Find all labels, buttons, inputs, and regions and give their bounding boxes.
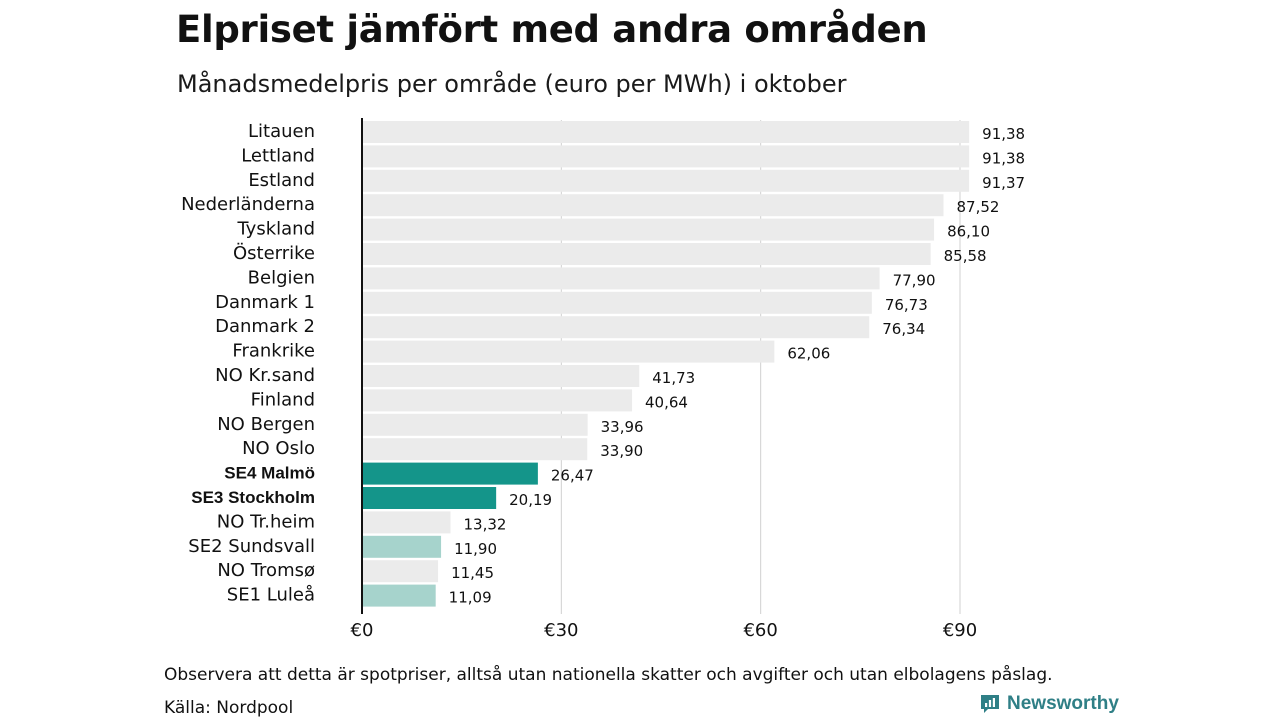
bar <box>362 413 588 436</box>
category-label: Danmark 1 <box>215 292 315 313</box>
bar <box>362 462 538 485</box>
bar <box>362 291 872 314</box>
category-label: NO Tromsø <box>217 560 315 581</box>
category-label: NO Oslo <box>242 438 315 459</box>
category-label: Estland <box>248 170 315 191</box>
value-label: 91,38 <box>982 125 1025 143</box>
category-label: Tyskland <box>236 219 315 240</box>
category-label: NO Kr.sand <box>215 365 315 386</box>
x-tick-label: €60 <box>743 620 777 641</box>
value-label: 41,73 <box>652 369 695 387</box>
category-label: Danmark 2 <box>215 316 315 337</box>
value-label: 33,96 <box>601 418 644 436</box>
value-label: 13,32 <box>464 515 507 533</box>
category-label: NO Bergen <box>217 414 315 435</box>
category-label: Frankrike <box>232 341 315 362</box>
category-label: Lettland <box>241 145 315 166</box>
source-credit: Källa: Nordpool <box>164 698 294 718</box>
category-label: Finland <box>251 389 315 410</box>
category-label: SE3 Stockholm <box>191 488 315 507</box>
bar <box>362 218 935 241</box>
bar <box>362 438 588 461</box>
value-label: 87,52 <box>957 198 1000 216</box>
footnote: Observera att detta är spotpriser, allts… <box>164 665 1053 685</box>
value-label: 86,10 <box>947 223 990 241</box>
value-label: 11,09 <box>449 589 492 607</box>
category-label: NO Tr.heim <box>217 511 315 532</box>
bar <box>362 560 439 583</box>
brand-name: Newsworthy <box>1007 693 1119 714</box>
x-tick-label: €0 <box>351 620 374 641</box>
bar <box>362 145 970 168</box>
category-label: SE4 Malmö <box>224 464 315 483</box>
value-label: 76,73 <box>885 296 928 314</box>
category-label: SE2 Sundsvall <box>188 536 315 557</box>
bar <box>362 389 633 412</box>
value-label: 62,06 <box>787 345 830 363</box>
bar <box>362 535 442 558</box>
value-label: 91,38 <box>982 149 1025 167</box>
value-label: 26,47 <box>551 467 594 485</box>
value-label: 40,64 <box>645 393 688 411</box>
bar <box>362 365 640 387</box>
value-label: 11,90 <box>454 540 497 558</box>
value-label: 76,34 <box>882 320 925 338</box>
value-label: 11,45 <box>451 564 494 582</box>
bar <box>362 267 880 290</box>
x-tick-label: €90 <box>943 620 977 641</box>
category-label: Litauen <box>248 121 315 142</box>
bar <box>362 169 970 192</box>
bar <box>362 487 497 509</box>
newsworthy-logo-icon <box>981 695 999 713</box>
bar <box>362 316 870 339</box>
chart-title: Elpriset jämfört med andra områden <box>176 8 928 51</box>
value-label: 33,90 <box>600 442 643 460</box>
category-label: Österrike <box>233 242 315 264</box>
x-tick-label: €30 <box>544 620 578 641</box>
chart-subtitle: Månadsmedelpris per område (euro per MWh… <box>177 70 847 98</box>
value-label: 20,19 <box>509 491 552 509</box>
brand[interactable]: Newsworthy <box>979 693 1119 715</box>
bar <box>362 243 931 265</box>
bar <box>362 121 970 143</box>
value-label: 77,90 <box>893 271 936 289</box>
category-label: Belgien <box>248 267 315 288</box>
bar <box>362 194 944 217</box>
category-label: Nederländerna <box>181 194 315 215</box>
value-label: 91,37 <box>982 174 1025 192</box>
category-label: SE1 Luleå <box>227 585 315 606</box>
value-label: 85,58 <box>944 247 987 265</box>
bar <box>362 584 436 607</box>
bar <box>362 340 775 363</box>
bar <box>362 511 451 534</box>
